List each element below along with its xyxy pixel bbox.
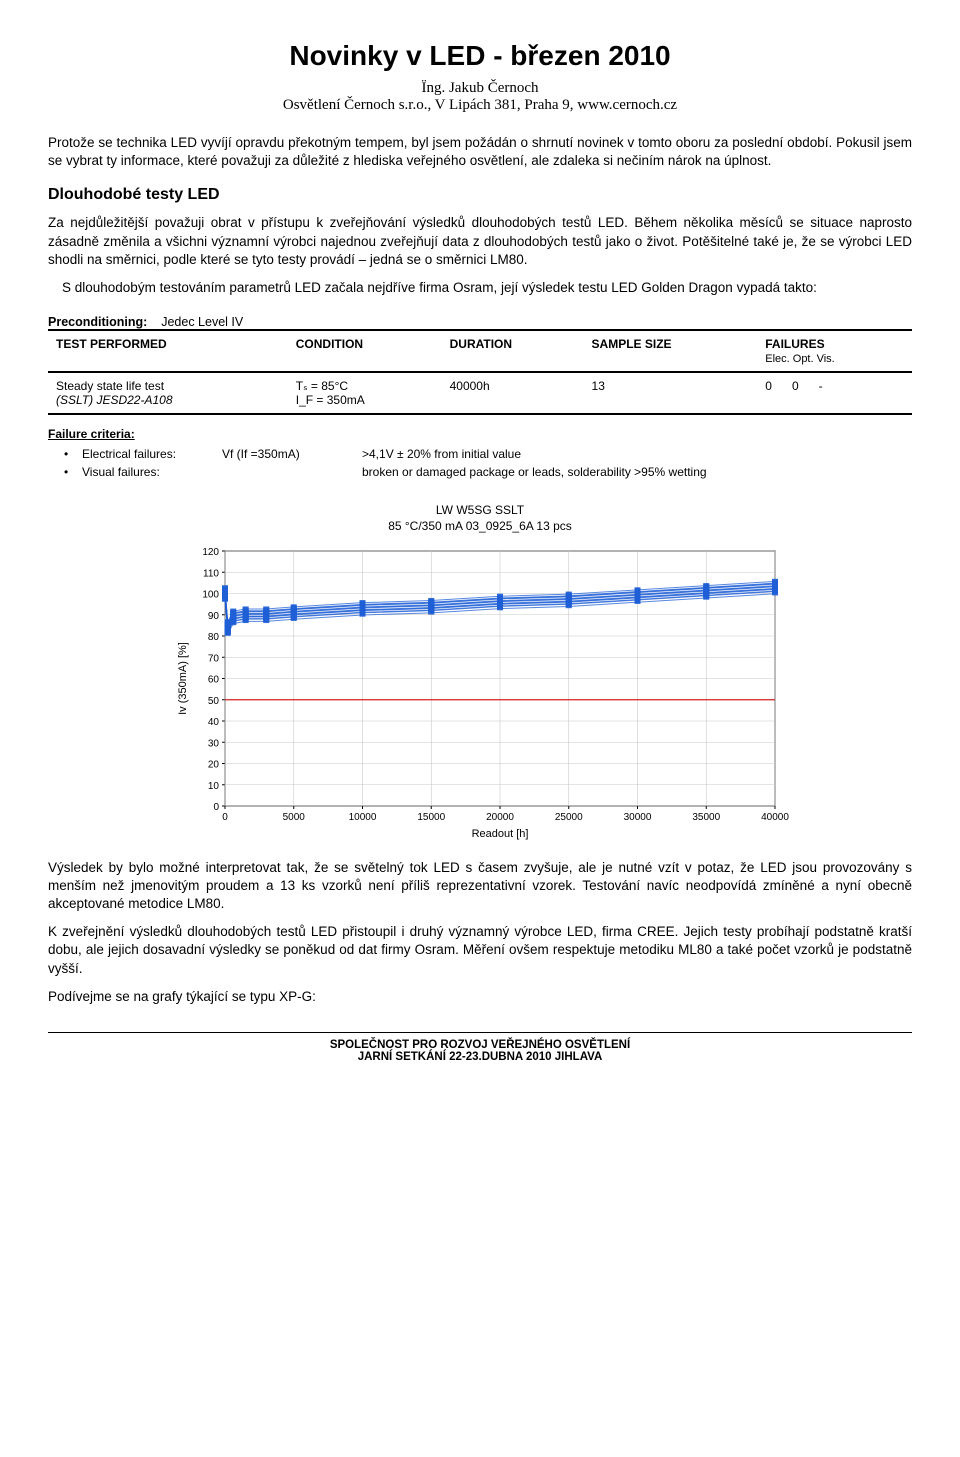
svg-text:100: 100 bbox=[202, 589, 219, 600]
affiliation-line: Osvětlení Černoch s.r.o., V Lipách 381, … bbox=[48, 97, 912, 114]
svg-text:120: 120 bbox=[202, 547, 219, 558]
svg-text:30: 30 bbox=[208, 738, 220, 749]
cell-failures: 0 0 - bbox=[757, 372, 912, 414]
fc-item: • Electrical failures: Vf (If =350mA) >4… bbox=[64, 447, 912, 461]
fc-item: • Visual failures: broken or damaged pac… bbox=[64, 465, 912, 479]
test-table-block: Preconditioning: Jedec Level IV TEST PER… bbox=[48, 315, 912, 479]
test-table: TEST PERFORMED CONDITION DURATION SAMPLE… bbox=[48, 329, 912, 415]
failure-criteria-list: • Electrical failures: Vf (If =350mA) >4… bbox=[64, 447, 912, 479]
svg-text:0: 0 bbox=[222, 812, 228, 823]
preconditioning-line: Preconditioning: Jedec Level IV bbox=[48, 315, 912, 329]
paragraph-5: K zveřejnění výsledků dlouhodobých testů… bbox=[48, 923, 912, 978]
precond-label: Preconditioning: bbox=[48, 315, 147, 329]
paragraph-6: Podívejme se na grafy týkající se typu X… bbox=[48, 988, 912, 1006]
svg-text:20: 20 bbox=[208, 759, 220, 770]
th-test: TEST PERFORMED bbox=[48, 330, 288, 372]
page-footer: SPOLEČNOST PRO ROZVOJ VEŘEJNÉHO OSVĚTLEN… bbox=[48, 1032, 912, 1063]
paragraph-4: Výsledek by bylo možné interpretovat tak… bbox=[48, 859, 912, 914]
precond-value: Jedec Level IV bbox=[161, 315, 243, 329]
th-sample: SAMPLE SIZE bbox=[584, 330, 758, 372]
svg-text:70: 70 bbox=[208, 653, 220, 664]
fc-cond: Vf (If =350mA) bbox=[222, 447, 362, 461]
svg-text:Iv (350mA) [%]: Iv (350mA) [%] bbox=[177, 642, 189, 715]
table-header-row: TEST PERFORMED CONDITION DURATION SAMPLE… bbox=[48, 330, 912, 372]
svg-text:0: 0 bbox=[213, 802, 219, 813]
failures-subheader: Elec. Opt. Vis. bbox=[765, 353, 835, 365]
page-title: Novinky v LED - březen 2010 bbox=[48, 40, 912, 72]
fc-cond bbox=[222, 465, 362, 479]
svg-text:90: 90 bbox=[208, 610, 220, 621]
svg-text:25000: 25000 bbox=[555, 812, 583, 823]
svg-text:40000: 40000 bbox=[761, 812, 789, 823]
svg-text:30000: 30000 bbox=[624, 812, 652, 823]
chart-block: LW W5SG SSLT 85 °C/350 mA 03_0925_6A 13 … bbox=[170, 503, 790, 840]
paragraph-3: S dlouhodobým testováním parametrů LED z… bbox=[48, 279, 912, 297]
bullet-icon: • bbox=[64, 465, 82, 479]
author-line: Ïng. Jakub Černoch bbox=[48, 80, 912, 97]
fc-value: >4,1V ± 20% from initial value bbox=[362, 447, 912, 461]
cell-condition: Tₛ = 85°C I_F = 350mA bbox=[288, 372, 442, 414]
cell-duration: 40000h bbox=[442, 372, 584, 414]
line-chart: 0 10 20 30 40 50 60 70 80 90 100 110 120 0 5000 10000 15… bbox=[170, 541, 790, 841]
svg-text:110: 110 bbox=[203, 568, 219, 579]
svg-text:50: 50 bbox=[208, 695, 220, 706]
footer-line-1: SPOLEČNOST PRO ROZVOJ VEŘEJNÉHO OSVĚTLEN… bbox=[48, 1039, 912, 1051]
failure-criteria-heading: Failure criteria: bbox=[48, 427, 912, 441]
svg-text:35000: 35000 bbox=[692, 812, 720, 823]
intro-paragraph: Protože se technika LED vyvíjí opravdu p… bbox=[48, 134, 912, 170]
fc-label: Visual failures: bbox=[82, 465, 222, 479]
svg-text:10: 10 bbox=[208, 780, 220, 791]
cell-test: Steady state life test (SSLT) JESD22-A10… bbox=[48, 372, 288, 414]
footer-line-2: JARNÍ SETKÁNÍ 22-23.DUBNA 2010 JIHLAVA bbox=[48, 1051, 912, 1063]
paragraph-2: Za nejdůležitější považuji obrat v příst… bbox=[48, 214, 912, 269]
svg-text:15000: 15000 bbox=[417, 812, 445, 823]
th-duration: DURATION bbox=[442, 330, 584, 372]
svg-text:80: 80 bbox=[208, 632, 220, 643]
bullet-icon: • bbox=[64, 447, 82, 461]
fc-value: broken or damaged package or leads, sold… bbox=[362, 465, 912, 479]
th-failures: FAILURES Elec. Opt. Vis. bbox=[757, 330, 912, 372]
table-row: Steady state life test (SSLT) JESD22-A10… bbox=[48, 372, 912, 414]
svg-text:60: 60 bbox=[208, 674, 220, 685]
fc-label: Electrical failures: bbox=[82, 447, 222, 461]
svg-text:10000: 10000 bbox=[349, 812, 377, 823]
cell-sample: 13 bbox=[584, 372, 758, 414]
svg-text:40: 40 bbox=[208, 717, 220, 728]
svg-text:20000: 20000 bbox=[486, 812, 514, 823]
chart-title: LW W5SG SSLT 85 °C/350 mA 03_0925_6A 13 … bbox=[170, 503, 790, 534]
svg-text:Readout [h]: Readout [h] bbox=[472, 828, 529, 840]
section-heading-tests: Dlouhodobé testy LED bbox=[48, 186, 912, 204]
svg-text:5000: 5000 bbox=[283, 812, 306, 823]
th-condition: CONDITION bbox=[288, 330, 442, 372]
